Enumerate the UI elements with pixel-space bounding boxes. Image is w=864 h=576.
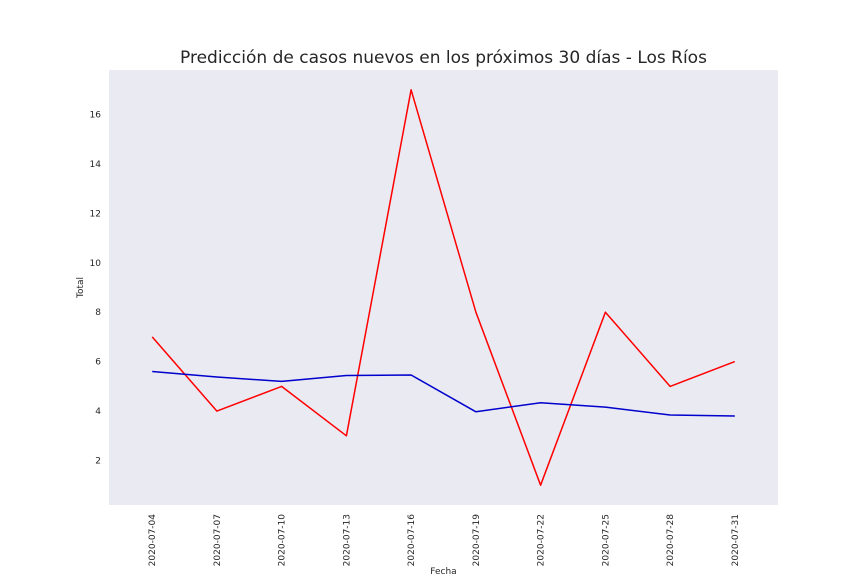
y-ticks: 2 4 6 8 10 12 14 16 — [90, 110, 102, 466]
series-line-2 — [152, 370, 735, 417]
y-tick-label: 12 — [90, 209, 101, 219]
x-tick-label: 2020-07-25 — [601, 514, 611, 566]
series-line-1 — [151, 89, 736, 486]
y-tick-label: 14 — [90, 160, 102, 170]
x-tick-label: 2020-07-22 — [537, 514, 547, 566]
chart-title: Predicción de casos nuevos en los próxim… — [180, 48, 707, 68]
y-tick-label: 2 — [95, 457, 101, 467]
y-tick-label: 4 — [95, 407, 101, 417]
y-tick-label: 6 — [95, 358, 101, 368]
x-tick-label: 2020-07-31 — [731, 514, 741, 566]
x-ticks: 2020-07-04 2020-07-07 2020-07-10 2020-07-13… — [148, 514, 741, 567]
x-tick-label: 2020-07-10 — [278, 514, 288, 567]
y-tick-label: 10 — [90, 259, 102, 269]
plot-area — [109, 70, 778, 505]
y-tick-label: 16 — [90, 110, 102, 120]
x-tick-label: 2020-07-04 — [148, 514, 158, 567]
series-layer — [151, 89, 736, 486]
y-tick-label: 8 — [95, 308, 101, 318]
x-tick-label: 2020-07-13 — [342, 514, 352, 566]
x-tick-label: 2020-07-28 — [666, 514, 676, 567]
x-tick-label: 2020-07-16 — [407, 514, 417, 567]
x-tick-label: 2020-07-19 — [472, 514, 482, 567]
y-axis-label: Total — [76, 277, 86, 299]
x-tick-label: 2020-07-07 — [213, 514, 223, 566]
x-axis-label: Fecha — [430, 567, 456, 576]
